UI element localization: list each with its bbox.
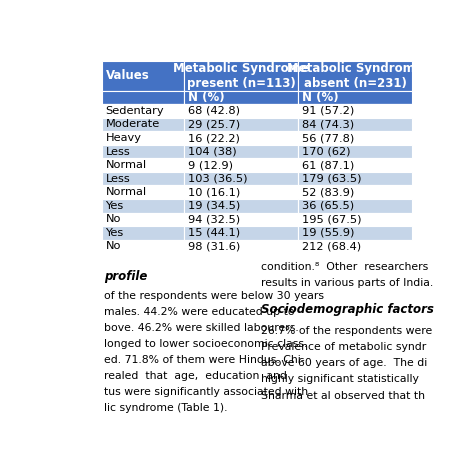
Text: Prevalence of metabolic syndr: Prevalence of metabolic syndr xyxy=(261,342,426,352)
Bar xyxy=(184,226,298,240)
Text: 98 (31.6): 98 (31.6) xyxy=(188,241,240,251)
Text: 9 (12.9): 9 (12.9) xyxy=(188,160,233,170)
Bar xyxy=(298,185,412,199)
Bar xyxy=(184,91,298,104)
Text: Yes: Yes xyxy=(106,201,124,211)
Bar xyxy=(184,199,298,212)
Text: highly significant statistically: highly significant statistically xyxy=(261,374,419,384)
Text: Sociodemographic factors: Sociodemographic factors xyxy=(261,303,433,316)
Bar xyxy=(184,131,298,145)
Text: 26.7% of the respondents were: 26.7% of the respondents were xyxy=(261,326,432,336)
Text: profile: profile xyxy=(104,270,147,283)
Text: Normal: Normal xyxy=(106,187,146,197)
Text: of the respondents were below 30 years: of the respondents were below 30 years xyxy=(104,291,324,301)
Text: No: No xyxy=(106,241,121,251)
Bar xyxy=(298,104,412,118)
Bar xyxy=(184,172,298,185)
Bar xyxy=(102,226,184,240)
Text: Metabolic Syndrome
present (n=113): Metabolic Syndrome present (n=113) xyxy=(173,62,309,90)
Bar xyxy=(184,185,298,199)
Bar xyxy=(298,145,412,158)
Bar xyxy=(102,104,184,118)
Text: 212 (68.4): 212 (68.4) xyxy=(302,241,361,251)
Text: results in various parts of India.: results in various parts of India. xyxy=(261,278,433,289)
Text: 29 (25.7): 29 (25.7) xyxy=(188,119,240,129)
Text: Metabolic Syndrome
absent (n=231): Metabolic Syndrome absent (n=231) xyxy=(287,62,423,90)
Bar xyxy=(184,158,298,172)
Text: 104 (38): 104 (38) xyxy=(188,146,237,156)
Bar xyxy=(102,185,184,199)
Text: 15 (44.1): 15 (44.1) xyxy=(188,228,240,238)
Bar xyxy=(102,158,184,172)
Bar xyxy=(184,212,298,226)
Text: 91 (57.2): 91 (57.2) xyxy=(302,106,354,116)
Text: Yes: Yes xyxy=(106,228,124,238)
Text: 19 (55.9): 19 (55.9) xyxy=(302,228,354,238)
Bar xyxy=(298,240,412,253)
Text: 61 (87.1): 61 (87.1) xyxy=(302,160,354,170)
Bar xyxy=(184,145,298,158)
Text: longed to lower socioeconomic class.: longed to lower socioeconomic class. xyxy=(104,339,307,349)
Text: 10 (16.1): 10 (16.1) xyxy=(188,187,240,197)
Text: 52 (83.9): 52 (83.9) xyxy=(302,187,354,197)
Bar xyxy=(102,61,184,91)
Bar xyxy=(184,240,298,253)
Text: 16 (22.2): 16 (22.2) xyxy=(188,133,239,143)
Text: No: No xyxy=(106,214,121,224)
Text: above 60 years of age.  The di: above 60 years of age. The di xyxy=(261,358,427,368)
Bar xyxy=(184,61,298,91)
Text: 68 (42.8): 68 (42.8) xyxy=(188,106,240,116)
Text: Normal: Normal xyxy=(106,160,146,170)
Text: bove. 46.2% were skilled labourers.: bove. 46.2% were skilled labourers. xyxy=(104,323,299,333)
Bar xyxy=(298,118,412,131)
Text: N (%): N (%) xyxy=(302,91,338,104)
Text: ed. 71.8% of them were Hindus. Chi-: ed. 71.8% of them were Hindus. Chi- xyxy=(104,355,304,365)
Bar xyxy=(298,131,412,145)
Text: 84 (74.3): 84 (74.3) xyxy=(302,119,354,129)
Bar xyxy=(184,118,298,131)
Text: N (%): N (%) xyxy=(188,91,224,104)
Bar xyxy=(298,172,412,185)
Text: 19 (34.5): 19 (34.5) xyxy=(188,201,240,211)
Text: 56 (77.8): 56 (77.8) xyxy=(302,133,354,143)
Bar xyxy=(298,158,412,172)
Text: condition.⁸  Other  researchers: condition.⁸ Other researchers xyxy=(261,262,428,273)
Text: Less: Less xyxy=(106,146,130,156)
Bar xyxy=(298,212,412,226)
Text: realed  that  age,  education  and: realed that age, education and xyxy=(104,371,287,381)
Bar xyxy=(102,145,184,158)
Text: 36 (65.5): 36 (65.5) xyxy=(302,201,354,211)
Bar xyxy=(102,172,184,185)
Text: 195 (67.5): 195 (67.5) xyxy=(302,214,361,224)
Bar xyxy=(102,131,184,145)
Bar xyxy=(102,212,184,226)
Text: 103 (36.5): 103 (36.5) xyxy=(188,173,247,183)
Text: Less: Less xyxy=(106,173,130,183)
Text: Sharma et al observed that th: Sharma et al observed that th xyxy=(261,391,425,401)
Bar xyxy=(298,91,412,104)
Text: 179 (63.5): 179 (63.5) xyxy=(302,173,361,183)
Bar xyxy=(298,61,412,91)
Bar xyxy=(102,240,184,253)
Text: 94 (32.5): 94 (32.5) xyxy=(188,214,240,224)
Text: Moderate: Moderate xyxy=(106,119,160,129)
Text: Sedentary: Sedentary xyxy=(106,106,164,116)
Bar xyxy=(102,91,184,104)
Text: lic syndrome (Table 1).: lic syndrome (Table 1). xyxy=(104,403,227,413)
Bar xyxy=(102,118,184,131)
Bar xyxy=(184,104,298,118)
Text: Heavy: Heavy xyxy=(106,133,142,143)
Text: 170 (62): 170 (62) xyxy=(302,146,350,156)
Text: Values: Values xyxy=(106,69,149,82)
Text: males. 44.2% were educated up to: males. 44.2% were educated up to xyxy=(104,307,294,317)
Bar xyxy=(298,226,412,240)
Bar xyxy=(102,199,184,212)
Bar xyxy=(298,199,412,212)
Text: tus were significantly associated with: tus were significantly associated with xyxy=(104,387,308,397)
